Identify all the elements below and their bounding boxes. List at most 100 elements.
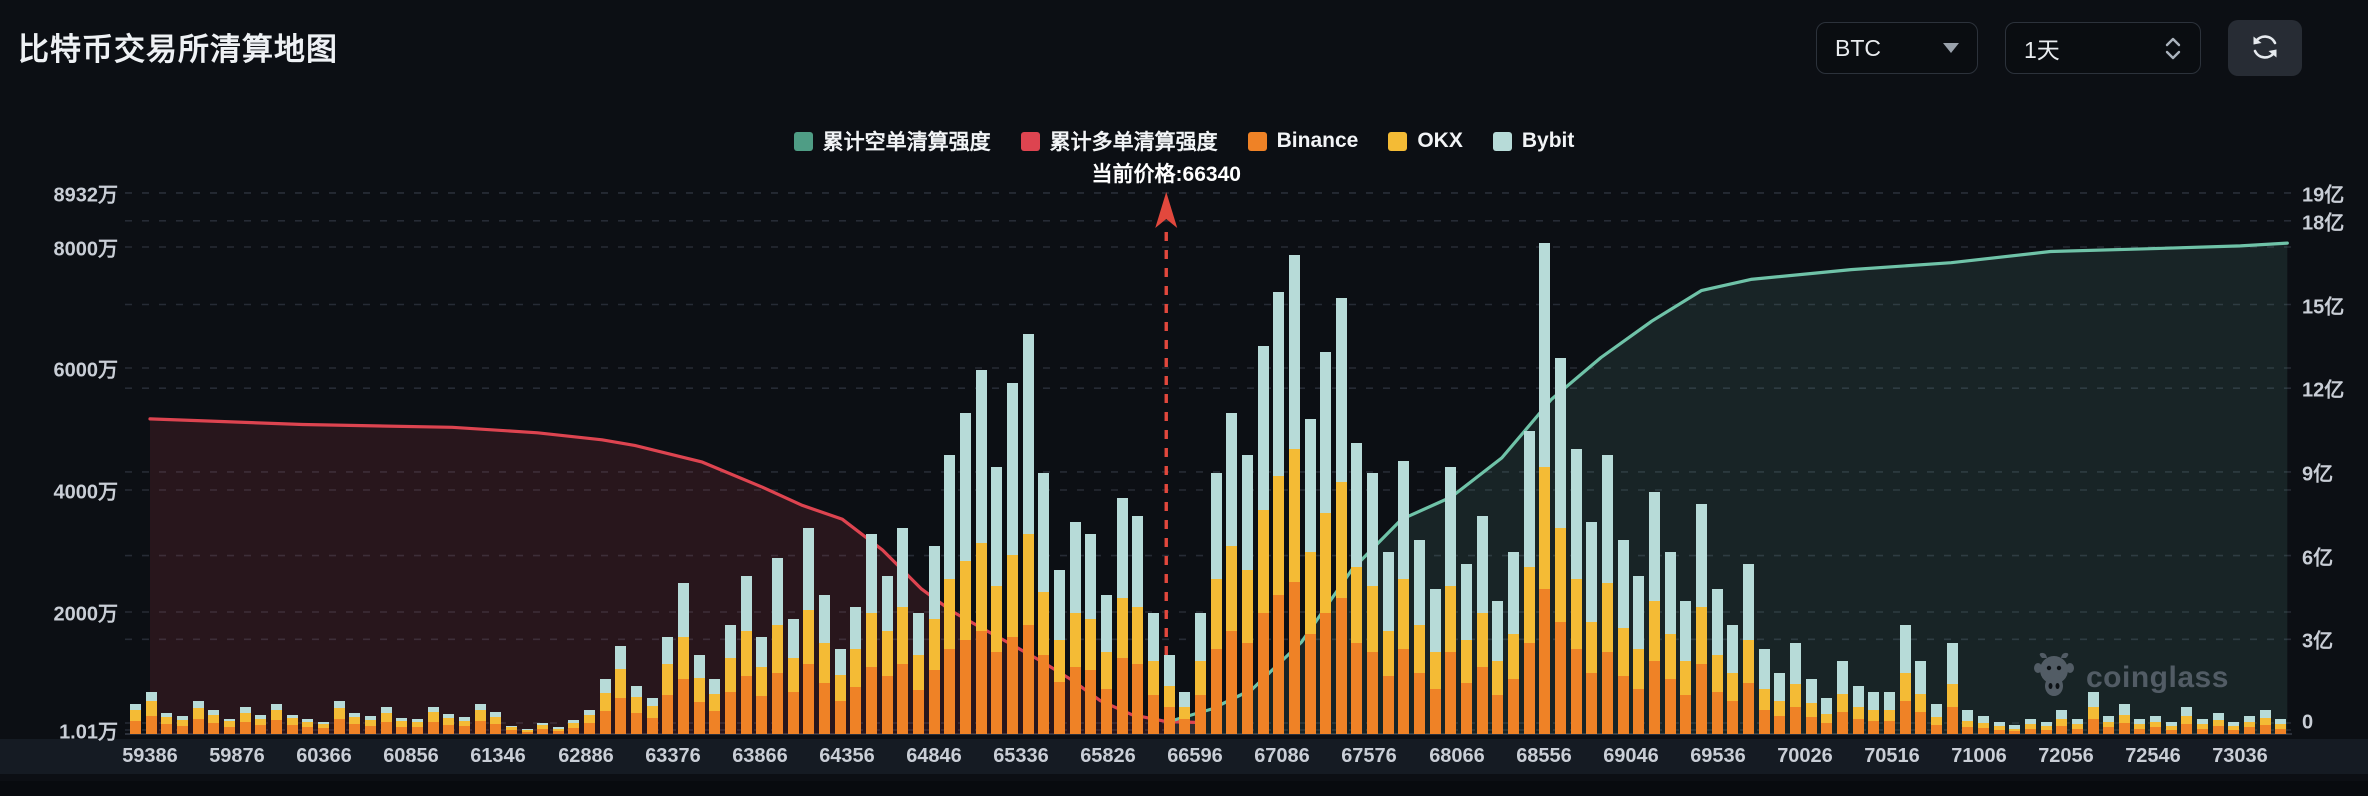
bar-segment-bybit [693, 655, 705, 679]
bar-segment-bybit [975, 370, 987, 544]
bar-segment-okx [333, 707, 345, 719]
axis-tick-label: 65336 [993, 745, 1049, 767]
bar-segment-binance [458, 726, 470, 735]
bar-segment-binance [255, 725, 267, 734]
bar-segment-bybit [834, 649, 846, 676]
bar [959, 412, 971, 734]
bar-segment-binance [1649, 661, 1661, 734]
bar [1398, 461, 1410, 734]
axis-tick-label: 1.01万 [59, 721, 118, 744]
bar [787, 618, 799, 734]
bar-segment-binance [1742, 682, 1754, 734]
bar-segment-binance [505, 730, 517, 734]
bar-segment-bybit [286, 714, 298, 719]
bar-segment-binance [2087, 718, 2099, 735]
bar-segment-binance [1633, 688, 1645, 735]
bar [1116, 497, 1128, 735]
bar-segment-bybit [145, 691, 157, 701]
bar [521, 728, 533, 734]
bar-segment-binance [2244, 727, 2256, 735]
bar-segment-binance [1367, 652, 1379, 734]
axis-tick-label: 62886 [558, 745, 614, 767]
legend-item-cum-short[interactable]: 累计空单清算强度 [793, 126, 991, 156]
bar [1868, 691, 1880, 734]
bar-segment-binance [239, 721, 251, 734]
bar-segment-bybit [223, 718, 235, 722]
bar [239, 706, 251, 734]
bar-segment-okx [2118, 714, 2130, 724]
bar-segment-binance [1852, 719, 1864, 734]
bar-segment-okx [2197, 724, 2209, 729]
legend-item-binance[interactable]: Binance [1247, 129, 1358, 153]
bar-segment-bybit [1492, 600, 1504, 662]
bar-segment-bybit [505, 725, 517, 728]
bar-segment-okx [458, 720, 470, 727]
legend-label: 累计多单清算强度 [1049, 131, 1218, 154]
bar [145, 691, 157, 735]
bar [505, 725, 517, 734]
bar-segment-bybit [1053, 570, 1065, 641]
bar-segment-bybit [1727, 624, 1739, 674]
bar [2087, 691, 2099, 735]
bar-segment-okx [1476, 612, 1488, 668]
bar-segment-okx [725, 658, 737, 692]
bar-segment-binance [1993, 729, 2005, 734]
bar-segment-bybit [1273, 291, 1285, 477]
bar-segment-okx [756, 667, 768, 697]
bar-segment-bybit [2275, 718, 2287, 725]
interval-select[interactable]: 1天 [2005, 22, 2201, 74]
bar-segment-binance [2197, 728, 2209, 735]
coinglass-wordmark: coinglass [2086, 660, 2229, 694]
bar-segment-okx [1226, 546, 1238, 631]
bar-segment-okx [1508, 633, 1520, 680]
bar-segment-bybit [1977, 715, 1989, 724]
bar-segment-okx [2259, 717, 2271, 725]
axis-tick-label: 69536 [1690, 745, 1746, 767]
bar-segment-binance [396, 726, 408, 735]
bar-segment-binance [928, 670, 940, 734]
refresh-button[interactable] [2228, 20, 2302, 76]
bar [286, 714, 298, 734]
bar-segment-bybit [1523, 431, 1535, 568]
bar-segment-binance [850, 686, 862, 735]
bar-segment-okx [1132, 606, 1144, 665]
bar-segment-okx [1962, 720, 1974, 727]
bar-segment-binance [1147, 694, 1159, 734]
symbol-select[interactable]: BTC [1816, 22, 1978, 74]
bar-segment-bybit [2071, 718, 2083, 725]
bar-segment-binance [192, 719, 204, 734]
bar-segment-binance [1617, 676, 1629, 735]
axis-tick-label: 6亿 [2302, 547, 2334, 570]
bar-segment-okx [615, 668, 627, 698]
bar-segment-bybit [1476, 515, 1488, 613]
bar-segment-binance [599, 710, 611, 734]
bar-segment-binance [1398, 649, 1410, 734]
bar-segment-binance [2040, 729, 2052, 734]
axis-tick-label: 12亿 [2302, 379, 2345, 402]
legend-item-bybit[interactable]: Bybit [1492, 129, 1574, 153]
bar-segment-bybit [1883, 691, 1895, 711]
bar-segment-binance [2259, 724, 2271, 735]
bar [161, 712, 173, 734]
bar-segment-okx [1429, 652, 1441, 689]
bar [1758, 649, 1770, 734]
bar-segment-bybit [928, 546, 940, 619]
bar-segment-okx [239, 712, 251, 722]
bar-segment-okx [2212, 720, 2224, 727]
axis-tick-label: 63376 [645, 745, 701, 767]
bar-segment-okx [2165, 726, 2177, 730]
bar [772, 558, 784, 735]
bar-segment-okx [897, 606, 909, 665]
bar-segment-okx [2150, 721, 2162, 728]
bar-segment-binance [176, 726, 188, 734]
legend-item-cum-long[interactable]: 累计多单清算强度 [1020, 126, 1218, 156]
axis-tick-label: 68556 [1516, 745, 1572, 767]
legend-swatch-bybit [1492, 131, 1512, 151]
legend-item-okx[interactable]: OKX [1388, 129, 1463, 153]
bar-segment-okx [803, 609, 815, 665]
bar-segment-binance [380, 721, 392, 734]
bar [850, 606, 862, 735]
bar-segment-bybit [1758, 649, 1770, 689]
bar [1194, 612, 1206, 734]
